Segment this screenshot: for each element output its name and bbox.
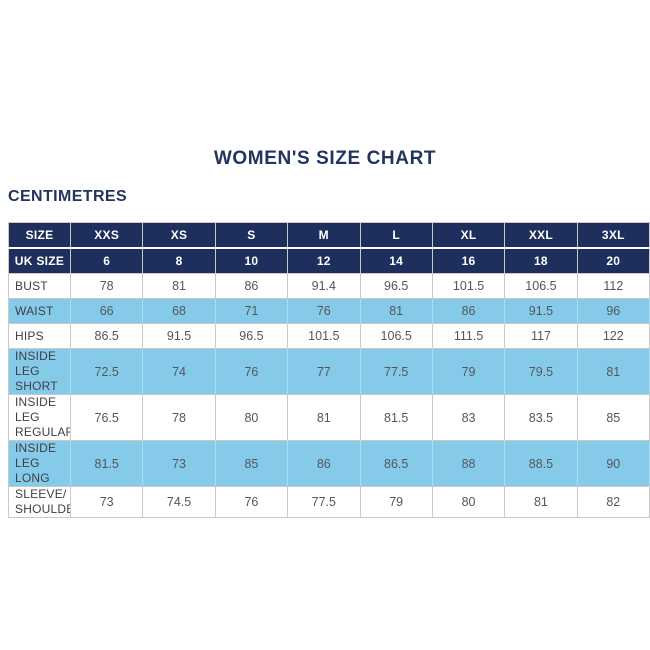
value-cell: 76 bbox=[287, 298, 361, 324]
row-label-cell: INSIDE LEG LONG bbox=[8, 440, 71, 487]
header-value-cell: XS bbox=[142, 222, 216, 249]
value-cell: 96.5 bbox=[214, 323, 289, 349]
value-cell: 91.5 bbox=[142, 323, 216, 349]
header-label-cell: SIZE bbox=[8, 222, 71, 249]
value-cell: 80 bbox=[214, 394, 289, 441]
value-cell: 77.5 bbox=[359, 348, 433, 395]
value-cell: 77 bbox=[287, 348, 361, 395]
value-cell: 90 bbox=[576, 440, 650, 487]
value-cell: 73 bbox=[142, 440, 216, 487]
value-cell: 76 bbox=[214, 486, 289, 518]
value-cell: 96.5 bbox=[359, 273, 433, 299]
value-cell: 85 bbox=[576, 394, 650, 441]
header-value-cell: M bbox=[287, 222, 361, 249]
value-cell: 72.5 bbox=[69, 348, 144, 395]
header-label-cell: UK SIZE bbox=[8, 247, 71, 274]
value-cell: 81 bbox=[142, 273, 216, 299]
value-cell: 73 bbox=[69, 486, 144, 518]
header-value-cell: L bbox=[359, 222, 433, 249]
value-cell: 122 bbox=[576, 323, 650, 349]
header-row: UK SIZE 6 8 10 12 14 16 18 20 bbox=[8, 247, 650, 274]
value-cell: 66 bbox=[69, 298, 144, 324]
value-cell: 68 bbox=[142, 298, 216, 324]
header-value-cell: 12 bbox=[287, 247, 361, 274]
value-cell: 106.5 bbox=[504, 273, 578, 299]
value-cell: 88.5 bbox=[504, 440, 578, 487]
header-value-cell: 6 bbox=[69, 247, 144, 274]
value-cell: 71 bbox=[214, 298, 289, 324]
value-cell: 79.5 bbox=[504, 348, 578, 395]
value-cell: 79 bbox=[431, 348, 506, 395]
header-value-cell: 18 bbox=[504, 247, 578, 274]
row-label-cell: INSIDE LEG REGULAR bbox=[8, 394, 71, 441]
value-cell: 74.5 bbox=[142, 486, 216, 518]
value-cell: 86 bbox=[287, 440, 361, 487]
header-value-cell: 10 bbox=[214, 247, 289, 274]
size-chart-table: SIZE XXS XS S M L XL XXL 3XL UK SIZE 6 8 10 12 14 16 18 2… bbox=[8, 222, 650, 518]
value-cell: 74 bbox=[142, 348, 216, 395]
value-cell: 76 bbox=[214, 348, 289, 395]
value-cell: 86 bbox=[431, 298, 506, 324]
row-label-cell: BUST bbox=[8, 273, 71, 299]
value-cell: 83.5 bbox=[504, 394, 578, 441]
value-cell: 112 bbox=[576, 273, 650, 299]
row-label-cell: HIPS bbox=[8, 323, 71, 349]
value-cell: 78 bbox=[69, 273, 144, 299]
header-value-cell: XL bbox=[431, 222, 506, 249]
value-cell: 81 bbox=[504, 486, 578, 518]
unit-label: CENTIMETRES bbox=[8, 188, 128, 205]
value-cell: 78 bbox=[142, 394, 216, 441]
value-cell: 88 bbox=[431, 440, 506, 487]
value-cell: 81.5 bbox=[69, 440, 144, 487]
table-row: INSIDE LEG REGULAR 76.5 78 80 81 81.5 83 83.5 85 bbox=[8, 394, 650, 441]
value-cell: 81 bbox=[287, 394, 361, 441]
value-cell: 91.5 bbox=[504, 298, 578, 324]
header-value-cell: XXS bbox=[69, 222, 144, 249]
value-cell: 80 bbox=[431, 486, 506, 518]
value-cell: 76.5 bbox=[69, 394, 144, 441]
value-cell: 82 bbox=[576, 486, 650, 518]
page-title: WOMEN'S SIZE CHART bbox=[213, 148, 437, 169]
value-cell: 81 bbox=[576, 348, 650, 395]
value-cell: 117 bbox=[504, 323, 578, 349]
header-value-cell: 3XL bbox=[576, 222, 650, 249]
header-value-cell: S bbox=[214, 222, 289, 249]
header-row: SIZE XXS XS S M L XL XXL 3XL bbox=[8, 222, 650, 249]
value-cell: 96 bbox=[576, 298, 650, 324]
value-cell: 86.5 bbox=[359, 440, 433, 487]
value-cell: 111.5 bbox=[431, 323, 506, 349]
value-cell: 81.5 bbox=[359, 394, 433, 441]
value-cell: 81 bbox=[359, 298, 433, 324]
value-cell: 106.5 bbox=[359, 323, 433, 349]
value-cell: 91.4 bbox=[287, 273, 361, 299]
value-cell: 86 bbox=[214, 273, 289, 299]
header-value-cell: 20 bbox=[576, 247, 650, 274]
value-cell: 85 bbox=[214, 440, 289, 487]
table-header: SIZE XXS XS S M L XL XXL 3XL UK SIZE 6 8 10 12 14 16 18 2… bbox=[8, 222, 650, 274]
header-value-cell: 14 bbox=[359, 247, 433, 274]
header-value-cell: 8 bbox=[142, 247, 216, 274]
value-cell: 86.5 bbox=[69, 323, 144, 349]
row-label-cell: SLEEVE/ SHOULDER bbox=[8, 486, 71, 518]
table-row: BUST 78 81 86 91.4 96.5 101.5 106.5 112 bbox=[8, 273, 650, 299]
value-cell: 79 bbox=[359, 486, 433, 518]
table-row: INSIDE LEG LONG 81.5 73 85 86 86.5 88 88.5 90 bbox=[8, 440, 650, 487]
value-cell: 83 bbox=[431, 394, 506, 441]
row-label-cell: INSIDE LEG SHORT bbox=[8, 348, 71, 395]
value-cell: 101.5 bbox=[431, 273, 506, 299]
table-body: BUST 78 81 86 91.4 96.5 101.5 106.5 112 WAIST 66 68… bbox=[8, 273, 650, 518]
row-label-cell: WAIST bbox=[8, 298, 71, 324]
table-row: INSIDE LEG SHORT 72.5 74 76 77 77.5 79 79.5 81 bbox=[8, 348, 650, 395]
value-cell: 77.5 bbox=[287, 486, 361, 518]
table-row: WAIST 66 68 71 76 81 86 91.5 96 bbox=[8, 298, 650, 324]
header-value-cell: 16 bbox=[431, 247, 506, 274]
table-row: HIPS 86.5 91.5 96.5 101.5 106.5 111.5 117 122 bbox=[8, 323, 650, 349]
value-cell: 101.5 bbox=[287, 323, 361, 349]
header-value-cell: XXL bbox=[504, 222, 578, 249]
